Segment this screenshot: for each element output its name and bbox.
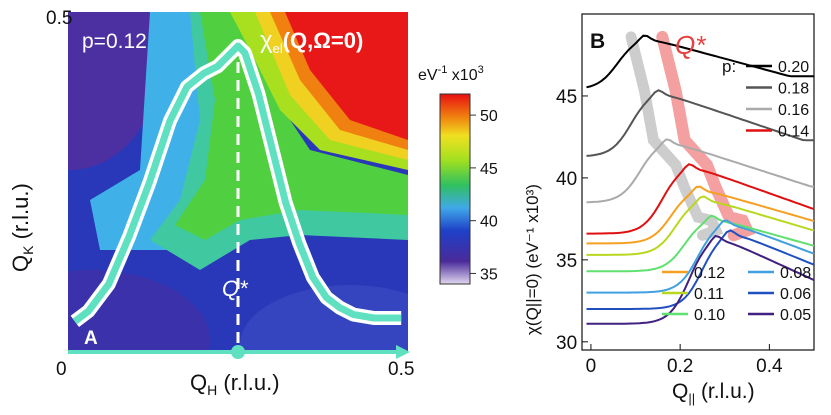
legend-entry-label: 0.12 <box>694 265 725 282</box>
series-line-0.08 <box>586 219 815 294</box>
series-line-0.12 <box>586 185 815 245</box>
legend-entry-label: 0.06 <box>780 286 811 303</box>
colorbar-tick-label: 35 <box>480 266 498 283</box>
qstar-guide-band <box>656 30 756 242</box>
y-tick-label: 45 <box>556 87 577 108</box>
legend-entry-label: 0.20 <box>778 59 809 76</box>
qstar-label-a: Q* <box>222 276 249 301</box>
x-axis-label-a: QH (r.l.u.) <box>190 370 280 398</box>
colorbar-gradient <box>439 93 471 285</box>
y-axis-label-b: χ(Q||=0) (eV⁻¹ x10³) <box>523 184 542 335</box>
y-tick-label: 35 <box>556 251 577 272</box>
legend-entry-label: 0.10 <box>694 307 725 324</box>
series-line-0.14 <box>586 163 815 235</box>
panel-b-label: B <box>590 30 605 53</box>
series-line-0.05 <box>586 234 815 325</box>
panel-a: p=0.12 χel(Q,Ω=0) Q* A 0.5 0 0.5 QH (r.l… <box>8 8 414 398</box>
doping-annotation: p=0.12 <box>82 30 147 53</box>
colorbar: eV-1 x103 35 40 45 50 <box>418 64 498 285</box>
colorbar-tick-label: 50 <box>480 108 498 125</box>
qstar-marker <box>231 345 245 359</box>
legend-entry-label: 0.18 <box>778 81 809 98</box>
legend-entry-label: 0.05 <box>780 307 811 324</box>
legend-entry-label: 0.08 <box>780 265 811 282</box>
x-tick-label: 0.4 <box>756 356 783 377</box>
panel-a-label: A <box>84 328 98 349</box>
path-line <box>72 42 402 325</box>
panel-b: 30 35 40 45 0 0.2 0.4 0.20 0.18 0.16 0.14 0.12 0.11… <box>523 13 815 406</box>
legend-entry-label: 0.16 <box>778 102 809 119</box>
y-axis-label-a: QK (r.l.u.) <box>8 183 36 272</box>
series-line-0.10 <box>586 214 815 273</box>
plot-frame-b <box>581 13 815 351</box>
panel-a-title: χel(Q,Ω=0) <box>260 27 363 56</box>
x-tick-label: 0 <box>56 359 67 380</box>
y-tick-label: 30 <box>556 333 577 354</box>
legend-entry-label: 0.11 <box>694 286 724 303</box>
colorbar-tick-label: 45 <box>480 161 498 178</box>
series-line-0.18 <box>586 89 814 157</box>
y-tick-label: 0.5 <box>46 8 72 29</box>
x-tick-label: 0 <box>586 356 597 377</box>
series-line-0.20 <box>586 34 814 89</box>
series-line-0.11 <box>586 195 815 256</box>
colorbar-tick-label: 40 <box>480 214 498 231</box>
x-tick-label: 0.2 <box>667 356 693 377</box>
x-tick-label: 0.5 <box>388 359 414 380</box>
colorbar-label: eV-1 x103 <box>418 64 484 84</box>
series-line-0.16 <box>586 138 815 204</box>
gray-guide-band <box>625 31 724 241</box>
series-line-0.06 <box>586 229 815 310</box>
legend-title: p: <box>722 57 736 76</box>
qh-arrowhead-icon <box>396 345 410 359</box>
x-axis-label-b: Q|| (r.l.u.) <box>672 380 755 406</box>
legend-entry-label: 0.14 <box>778 124 809 141</box>
qstar-label-b: Q* <box>675 30 706 60</box>
y-tick-label: 40 <box>556 169 577 190</box>
